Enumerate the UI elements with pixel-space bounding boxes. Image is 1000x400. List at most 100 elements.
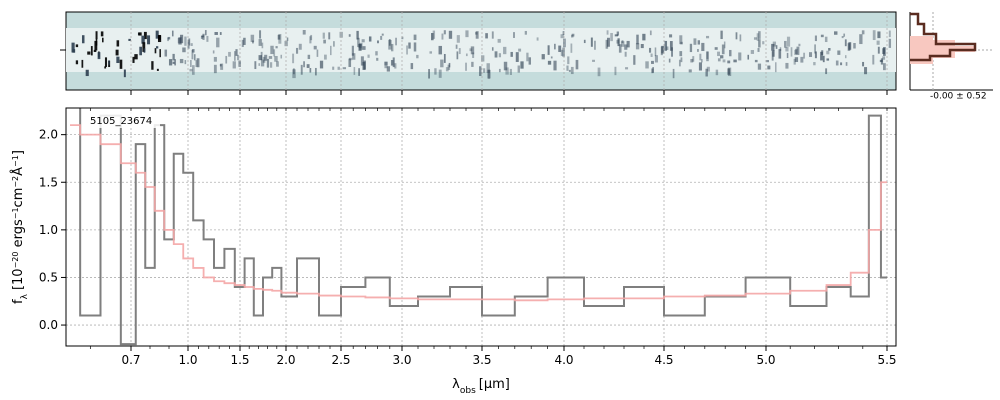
trace-pixel [323,39,326,44]
trace-pixel [429,51,433,54]
trace-pixel [640,44,644,49]
trace-pixel [785,46,789,52]
trace-pixel [583,39,586,44]
trace-pixel [448,30,453,39]
trace-pixel [352,53,356,60]
trace-pixel [190,43,193,46]
trace-pixel [87,51,91,55]
y-unit-p6: Å [10,167,26,176]
trace-pixel [200,35,203,39]
trace-pixel [487,69,491,79]
trace-pixel [486,63,490,73]
trace-pixel [178,37,182,45]
trace-pixel [391,43,394,52]
side-hist-fill [910,36,975,64]
trace-pixel [206,35,209,42]
trace-pixel [104,57,108,67]
trace-pixel [275,46,278,49]
trace-pixel [494,51,498,58]
trace-pixel [348,58,352,67]
trace-pixel [154,48,157,54]
trace-pixel [475,31,479,39]
trace-pixel [723,41,726,49]
trace-pixel [386,66,390,72]
trace-pixel [284,40,288,47]
trace-pixel [729,49,732,57]
trace-pixel [333,41,335,47]
trace-pixel [100,31,104,37]
trace-pixel [358,68,360,76]
trace-pixel [184,36,187,46]
trace-pixel [844,55,847,59]
trace-pixel [727,60,731,64]
trace-pixel [705,35,710,39]
trace-pixel [440,59,444,68]
trace-pixel [298,43,302,50]
trace-pixel [309,68,312,73]
trace-pixel [717,51,721,57]
side-histogram-panel: -0.00 ± 0.52 [909,12,993,102]
trace-pixel [302,30,306,35]
trace-pixel [560,49,564,56]
trace-pixel [392,57,395,68]
trace-pixel [767,65,771,70]
trace-pixel [258,63,261,66]
trace-pixel [410,63,414,70]
x-tick-label: 5.0 [756,353,775,367]
trace-pixel [864,67,868,75]
trace-pixel [388,39,391,46]
trace-pixel [306,64,310,68]
object-label-bg [86,112,160,128]
trace-pixel [859,34,863,45]
trace-pixel [606,37,610,47]
y-axis-title-symbol: f [11,299,26,304]
trace-pixel [717,58,721,62]
trace-pixel [798,43,801,47]
trace-pixel [147,35,151,45]
trace-pixel [182,47,186,53]
trace-pixel [174,59,176,66]
trace-pixel [307,54,311,60]
trace-pixel [416,54,419,59]
trace-pixel [786,52,789,59]
trace-pixel [616,39,620,44]
trace-pixel [794,48,798,55]
trace-pixel [649,30,652,36]
trace-pixel [390,60,394,66]
trace-pixel [678,59,681,67]
trace-pixel [515,52,519,62]
trace-pixel [679,51,683,57]
x-axis-title: λobs [μm] [452,377,510,396]
y-unit-p1: −20 [11,252,20,269]
trace-pixel [698,62,703,71]
trace-pixel [322,32,325,39]
trace-pixel [758,39,761,48]
trace-pixel [800,56,804,63]
trace-pixel [756,33,759,41]
x-tick-label: 0.7 [121,353,140,367]
trace-pixel [563,38,566,48]
trace-pixel [108,60,110,65]
trace-pixel [688,69,692,73]
y-tick-label: 0.5 [39,270,58,284]
trace-pixel [465,30,469,38]
x-tick-label: 4.0 [554,353,573,367]
trace-pixel [652,67,654,73]
trace-pixel [560,34,564,39]
trace-pixel [701,59,703,63]
trace-pixel [720,30,723,40]
trace-pixel [268,56,273,59]
trace-pixel [362,61,366,70]
trace-pixel [172,53,175,61]
x-tick-label: 1.5 [230,353,249,367]
trace-pixel [872,30,876,41]
trace-pixel [498,68,501,73]
trace-pixel [520,61,524,69]
trace-pixel [139,46,142,56]
trace-pixel [872,54,875,65]
trace-pixel [697,48,699,52]
trace-pixel [201,35,205,38]
trace-pixel [651,60,654,64]
trace-pixel [189,68,193,72]
